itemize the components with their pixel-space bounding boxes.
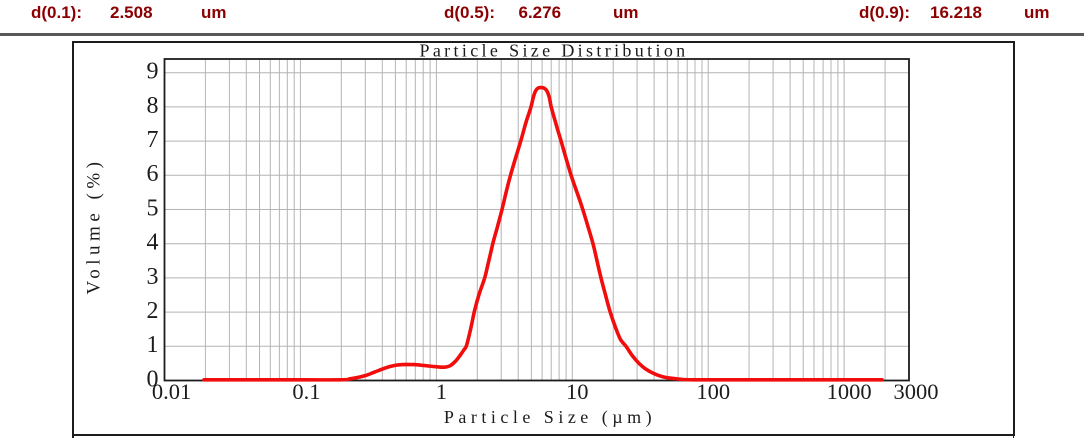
svg-text:Particle Size Distribution: Particle Size Distribution	[419, 41, 688, 61]
svg-text:9: 9	[147, 59, 159, 85]
svg-text:100: 100	[696, 379, 730, 404]
svg-text:0.1: 0.1	[292, 379, 320, 404]
svg-text:8: 8	[147, 93, 159, 119]
svg-text:10: 10	[566, 379, 589, 404]
svg-text:4: 4	[147, 230, 159, 256]
svg-text:1: 1	[436, 379, 447, 404]
svg-text:7: 7	[147, 127, 159, 153]
svg-text:Volume (%): Volume (%)	[84, 158, 105, 295]
svg-text:2: 2	[147, 298, 159, 324]
svg-text:0: 0	[147, 366, 159, 392]
svg-text:3000: 3000	[894, 379, 939, 404]
svg-text:3: 3	[147, 264, 159, 290]
svg-text:6: 6	[147, 161, 159, 187]
svg-text:0.01: 0.01	[152, 379, 191, 404]
svg-text:5: 5	[147, 195, 159, 221]
svg-text:1: 1	[147, 332, 159, 358]
svg-text:Particle Size (µm): Particle Size (µm)	[444, 407, 656, 428]
svg-text:1000: 1000	[827, 379, 872, 404]
